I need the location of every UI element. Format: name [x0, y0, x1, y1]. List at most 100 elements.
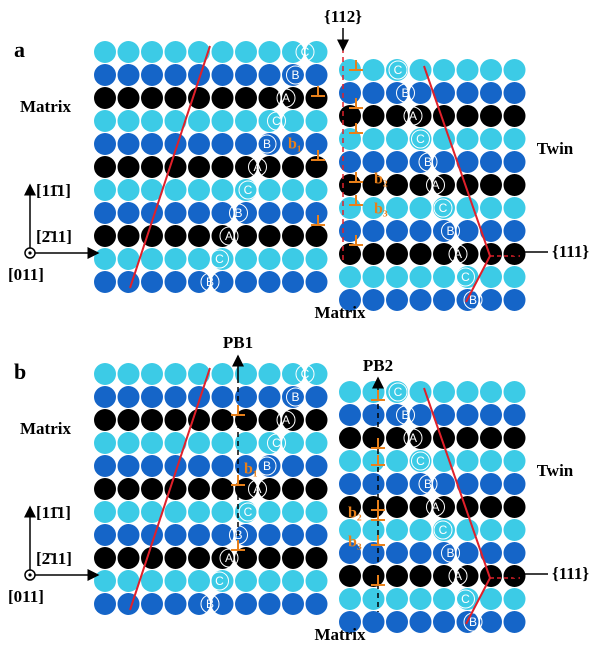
- atom: [480, 174, 502, 196]
- atom: [212, 87, 234, 109]
- atom-label: C: [272, 436, 281, 450]
- atom: [94, 110, 116, 132]
- atom: [363, 450, 385, 472]
- atom: [504, 59, 526, 81]
- atom-label: B: [446, 224, 454, 238]
- atom: [386, 220, 408, 242]
- atom: [165, 501, 187, 523]
- region-label: Matrix: [315, 303, 366, 322]
- atom: [212, 133, 234, 155]
- atom: [118, 409, 140, 431]
- atom: [386, 151, 408, 173]
- atom: [212, 455, 234, 477]
- atom: [504, 174, 526, 196]
- atom: [410, 220, 432, 242]
- atom: [386, 473, 408, 495]
- atom: [94, 202, 116, 224]
- atom: [259, 570, 281, 592]
- atom: [94, 455, 116, 477]
- atom: [118, 156, 140, 178]
- atom: [306, 455, 328, 477]
- atom: [188, 501, 210, 523]
- atom: [259, 64, 281, 86]
- atom: [235, 87, 257, 109]
- atom: [480, 105, 502, 127]
- atom: [282, 248, 304, 270]
- atom: [118, 110, 140, 132]
- atom: [363, 59, 385, 81]
- atom: [141, 386, 163, 408]
- atom: [339, 450, 361, 472]
- atom: [363, 404, 385, 426]
- atom: [118, 455, 140, 477]
- atom: [165, 524, 187, 546]
- atom: [141, 41, 163, 63]
- atom: [141, 271, 163, 293]
- atom: [118, 432, 140, 454]
- atom: [235, 64, 257, 86]
- atom: [165, 271, 187, 293]
- atom: [282, 524, 304, 546]
- atom: [339, 197, 361, 219]
- atom: [118, 271, 140, 293]
- atom: [118, 593, 140, 615]
- atom: [306, 432, 328, 454]
- atom: [386, 611, 408, 633]
- atom: [212, 501, 234, 523]
- atom: [94, 87, 116, 109]
- plane-label: {111}: [552, 564, 589, 583]
- atom: [188, 225, 210, 247]
- atom: [212, 478, 234, 500]
- atom: [306, 478, 328, 500]
- atom: [118, 386, 140, 408]
- atom: [212, 409, 234, 431]
- atom: [212, 156, 234, 178]
- atom: [282, 547, 304, 569]
- region-label: Matrix: [20, 419, 71, 438]
- atom: [212, 64, 234, 86]
- atom: [504, 197, 526, 219]
- atom: [457, 427, 479, 449]
- atom: [259, 41, 281, 63]
- atom: [504, 266, 526, 288]
- atom: [212, 41, 234, 63]
- atom: [141, 570, 163, 592]
- atom: [480, 128, 502, 150]
- atom: [212, 202, 234, 224]
- atom: [306, 501, 328, 523]
- atom: [504, 565, 526, 587]
- atom: [480, 381, 502, 403]
- atom: [141, 110, 163, 132]
- atom: [504, 151, 526, 173]
- atom: [118, 179, 140, 201]
- burgers-vector: b₂: [348, 505, 362, 522]
- panel-label: a: [14, 37, 25, 62]
- atom: [306, 110, 328, 132]
- atom: [141, 133, 163, 155]
- plane-label: {111}: [552, 242, 589, 261]
- atom: [504, 496, 526, 518]
- atom: [457, 105, 479, 127]
- region-label: Matrix: [20, 97, 71, 116]
- atom: [306, 248, 328, 270]
- atom: [363, 496, 385, 518]
- atom: [480, 427, 502, 449]
- atom-label: A: [454, 569, 462, 583]
- atom: [165, 386, 187, 408]
- atom: [306, 524, 328, 546]
- atom: [339, 565, 361, 587]
- burgers-vector: b₂: [374, 171, 388, 188]
- atom: [410, 496, 432, 518]
- region-label: Matrix: [315, 625, 366, 644]
- atom: [480, 496, 502, 518]
- atom: [480, 450, 502, 472]
- atom-label: B: [206, 597, 214, 611]
- atom: [504, 588, 526, 610]
- atom: [457, 404, 479, 426]
- atom: [363, 588, 385, 610]
- atom: [386, 174, 408, 196]
- atom: [410, 243, 432, 265]
- atom: [363, 220, 385, 242]
- atom: [94, 41, 116, 63]
- atom-label: C: [215, 252, 224, 266]
